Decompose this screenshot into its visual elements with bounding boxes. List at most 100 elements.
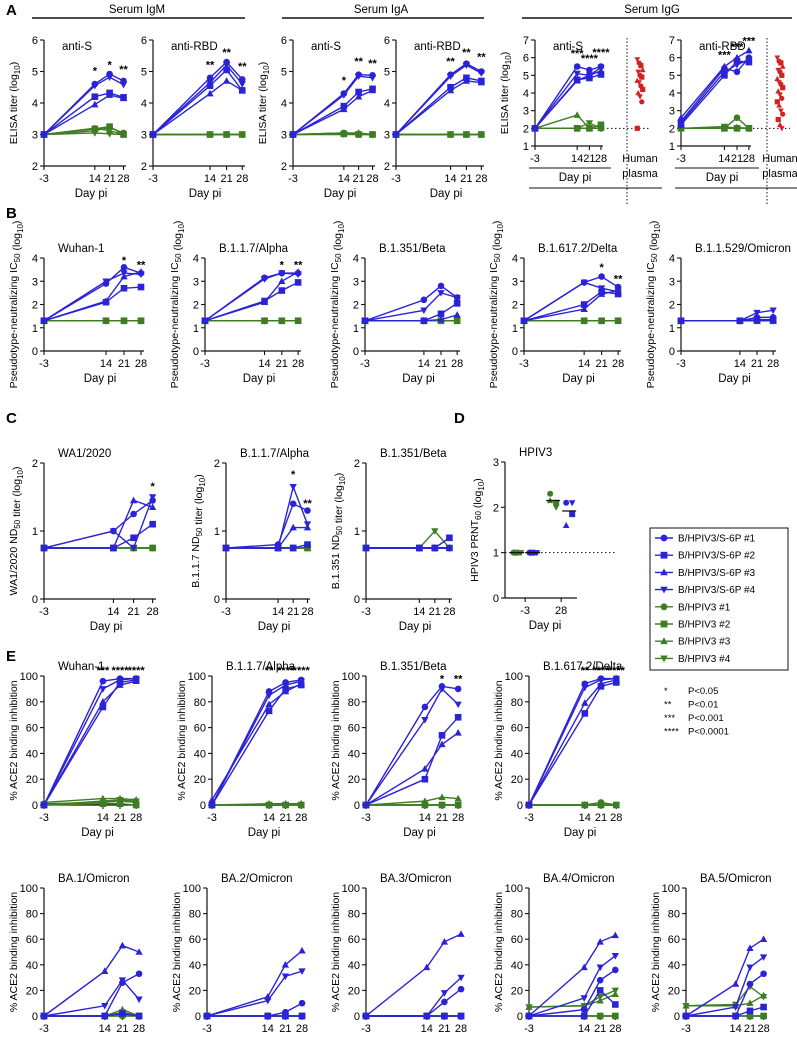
data-point	[119, 94, 128, 102]
x-tick-label: -3	[530, 153, 540, 165]
plasma-point	[634, 57, 641, 63]
series-line	[206, 970, 303, 1017]
series-line	[292, 75, 373, 136]
data-point	[238, 131, 246, 139]
series-line	[523, 281, 619, 322]
x-axis-label: Day pi	[324, 188, 357, 200]
significance-stars: **	[294, 259, 303, 271]
data-point	[289, 483, 297, 491]
y-tick-label: 3	[32, 130, 38, 142]
data-point	[597, 290, 606, 297]
x-tick-label: 28	[135, 358, 147, 370]
data-point	[612, 1001, 619, 1008]
significance-stars: **	[137, 259, 146, 271]
x-tick-label: 28	[455, 1023, 467, 1035]
data-point	[99, 798, 107, 805]
series-line	[534, 70, 602, 129]
y-tick-label: 100	[183, 883, 201, 895]
data-point	[303, 521, 312, 528]
legend-label: B/HPIV3/S-6P #3	[678, 568, 756, 579]
data-point	[278, 287, 286, 294]
significance-stars: **	[222, 47, 231, 59]
plasma-point	[636, 80, 642, 86]
data-point	[581, 684, 589, 692]
data-point	[135, 948, 143, 955]
x-axis-label: Day pi	[399, 621, 432, 633]
y-tick-label: 60	[26, 723, 38, 735]
data-point	[457, 930, 465, 937]
chart-title: anti-RBD	[171, 41, 218, 53]
data-point	[547, 490, 554, 497]
data-point	[116, 677, 124, 684]
y-tick-label: 80	[511, 697, 523, 709]
data-point	[354, 131, 363, 139]
data-point	[91, 124, 99, 132]
y-tick-label: 2	[193, 300, 199, 312]
x-tick-label: 28	[610, 812, 622, 824]
x-tick-label: 14	[418, 358, 430, 370]
series-line	[211, 680, 302, 806]
data-point	[40, 131, 48, 139]
data-point	[289, 131, 297, 139]
y-axis-label: Pseudotype-neutralizing IC50 (log10)	[8, 221, 25, 389]
chart-title: anti-S	[311, 41, 341, 53]
data-point	[109, 544, 118, 551]
y-tick-label: 5	[384, 67, 390, 79]
data-point	[454, 794, 462, 802]
y-axis-label: Pseudotype-neutralizing IC50 (log10)	[329, 221, 346, 389]
y-axis-label: B.1.1.7 ND50 titer (log10)	[190, 474, 207, 588]
legend-label: B/HPIV3 #1	[678, 602, 731, 613]
x-tick-label: 21	[731, 153, 743, 165]
y-tick-label: 6	[141, 35, 147, 47]
chart-title: B.1.1.7/Alpha	[219, 243, 289, 255]
significance-stars: **	[238, 61, 247, 73]
data-point	[453, 300, 461, 307]
x-tick-label: 28	[475, 173, 487, 185]
y-tick-label: 4	[32, 253, 38, 265]
data-point	[445, 545, 454, 552]
data-point	[298, 946, 306, 954]
x-tick-label: 28	[133, 1023, 145, 1035]
x-tick-label: 14	[263, 812, 275, 824]
x-tick-label: 21	[583, 153, 595, 165]
data-point	[208, 802, 216, 809]
series-line	[528, 677, 617, 806]
chart-title: B.1.1.529/Omicron	[695, 243, 791, 255]
data-point	[477, 131, 485, 139]
series-line	[43, 803, 137, 806]
data-point	[580, 963, 588, 971]
y-tick-label: 60	[194, 723, 206, 735]
data-point	[149, 494, 157, 501]
data-point	[462, 77, 471, 84]
data-point	[132, 798, 140, 805]
data-point	[454, 802, 462, 809]
x-axis-label: Day pi	[529, 620, 562, 632]
y-tick-label: 80	[26, 697, 38, 709]
y-tick-label: 1	[669, 323, 675, 335]
y-tick-label: 0	[195, 1011, 201, 1023]
data-point	[421, 775, 429, 783]
x-tick-label: -3	[676, 153, 686, 165]
data-point	[596, 1012, 604, 1020]
y-axis-label: % ACE2 binding inhibition	[8, 892, 20, 1012]
plasma-point	[640, 86, 646, 93]
y-tick-label: 2	[32, 161, 38, 173]
series-line	[528, 679, 617, 806]
y-tick-label: 40	[348, 748, 360, 760]
data-point	[294, 279, 302, 286]
data-point	[421, 765, 429, 772]
plasma-point	[635, 90, 642, 96]
series-line	[686, 1006, 764, 1017]
x-tick-label: -3	[207, 812, 217, 824]
x-tick-label: 14	[444, 173, 456, 185]
data-point	[40, 545, 48, 552]
series-line	[680, 49, 750, 119]
data-point	[91, 82, 99, 90]
y-tick-label: 2	[353, 300, 359, 312]
x-tick-label: -3	[524, 1023, 534, 1035]
x-tick-label: 28	[130, 812, 142, 824]
x-tick-label: 28	[555, 605, 567, 617]
series-line	[534, 114, 601, 130]
y-tick-label: 3	[512, 276, 518, 288]
